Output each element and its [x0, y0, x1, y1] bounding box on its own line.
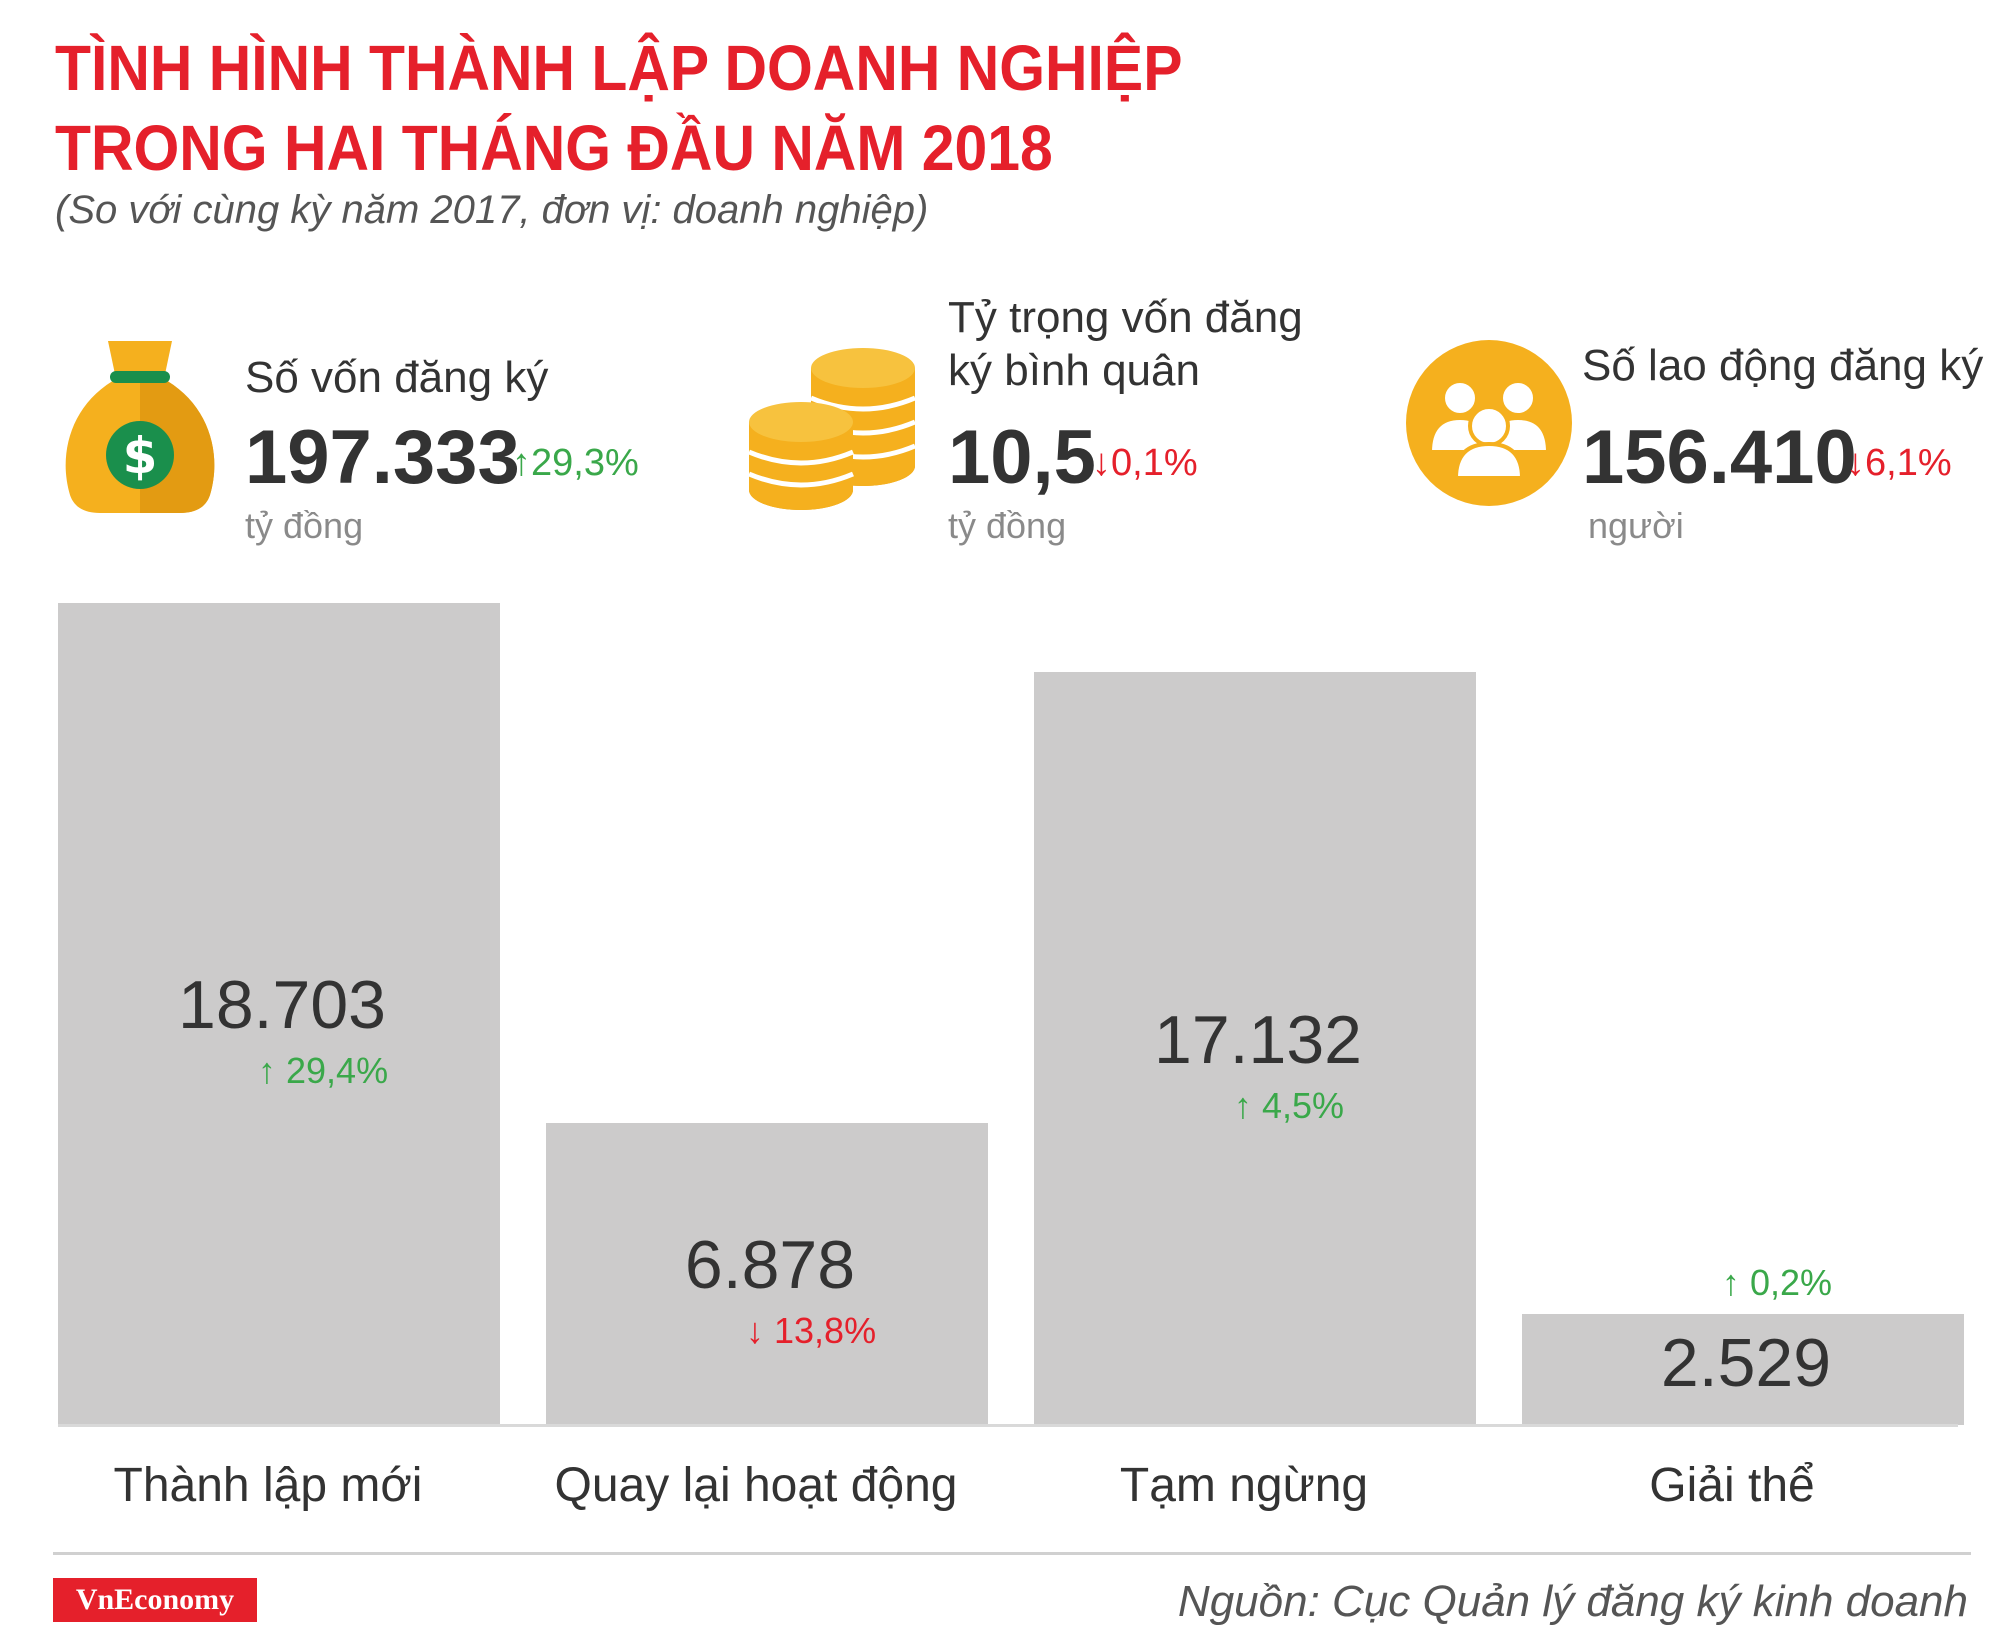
bar-change-label-4: ↑ 0,2% — [1722, 1262, 1833, 1303]
page-title-line-2: TRONG HAI THÁNG ĐẦU NĂM 2018 — [55, 112, 1053, 184]
category-label-1: Thành lập mới — [113, 1459, 423, 1512]
arrow-up-icon: ↑ — [512, 442, 531, 484]
bar-2 — [546, 1123, 988, 1425]
category-label-3: Tạm ngừng — [1119, 1459, 1369, 1512]
bar-3 — [1034, 672, 1476, 1425]
bar-change-label-2: ↓ 13,8% — [746, 1310, 877, 1351]
chart-baseline — [58, 1424, 1958, 1427]
stat-value-capital: 197.333 — [245, 415, 520, 500]
brand-logo: VnEconomy — [53, 1578, 257, 1622]
stat-label-average-capital: Tỷ trọng vốn đăng ký bình quân — [948, 293, 1303, 395]
svg-text:$: $ — [123, 427, 158, 485]
stat-unit-labor: người — [1588, 505, 1684, 546]
bar-1 — [58, 603, 500, 1425]
stat-unit-average-capital: tỷ đồng — [948, 505, 1067, 546]
footer-divider — [53, 1552, 1971, 1555]
category-label-4: Giải thể — [1649, 1459, 1815, 1512]
page-subtitle: (So với cùng kỳ năm 2017, đơn vị: doanh … — [55, 188, 929, 232]
arrow-down-icon: ↓ — [1092, 442, 1111, 484]
stat-label-capital: Số vốn đăng ký — [245, 353, 549, 402]
arrow-down-icon: ↓ — [1846, 442, 1865, 484]
bar-value-label-1: 18.703 — [178, 967, 386, 1043]
money-bag-icon: $ — [65, 341, 215, 513]
stat-change-average-capital: ↓0,1% — [1092, 442, 1198, 484]
bar-value-label-2: 6.878 — [684, 1227, 856, 1303]
bar-value-label-4: 2.529 — [1660, 1325, 1832, 1401]
stat-label-labor: Số lao động đăng ký — [1582, 341, 1984, 390]
stat-change-labor: ↓6,1% — [1846, 442, 1952, 484]
people-icon — [1406, 340, 1572, 506]
bar-4 — [1522, 1314, 1964, 1425]
stat-value-labor: 156.410 — [1582, 415, 1857, 500]
stat-value-average-capital: 10,5 — [948, 415, 1096, 500]
bar-change-label-3: ↑ 4,5% — [1234, 1084, 1345, 1126]
category-label-2: Quay lại hoạt động — [554, 1459, 958, 1512]
stat-change-capital: ↑29,3% — [512, 442, 639, 484]
source-note: Nguồn: Cục Quản lý đăng ký kinh doanh — [1177, 1577, 1968, 1626]
bar-change-label-1: ↑ 29,4% — [258, 1050, 389, 1091]
page-title-line-1: TÌNH HÌNH THÀNH LẬP DOANH NGHIỆP — [55, 32, 1183, 104]
bar-value-label-3: 17.132 — [1154, 1001, 1362, 1078]
stat-unit-capital: tỷ đồng — [245, 505, 364, 546]
coins-icon — [748, 348, 916, 510]
